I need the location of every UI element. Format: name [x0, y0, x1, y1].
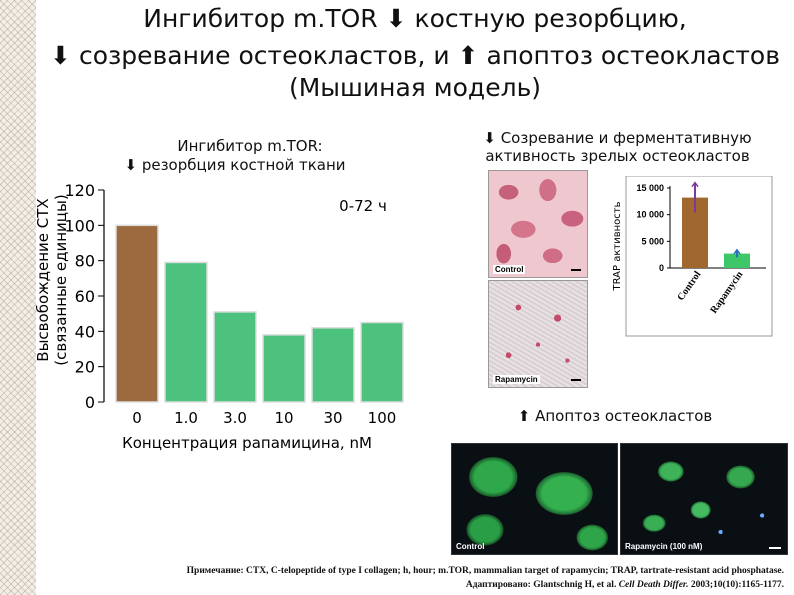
trap-y-tick-label: 15 000 — [636, 183, 664, 193]
fluorescence-control-photo: Control — [451, 443, 618, 555]
footnote-journal: Cell Death Differ. — [618, 580, 689, 590]
down-arrow-icon: ⬇ — [50, 41, 71, 70]
y-tick-label: 100 — [64, 216, 95, 235]
error-bar-cap — [691, 181, 699, 188]
down-arrow-icon: ⬇ — [124, 156, 138, 174]
bar-3.0 — [213, 311, 257, 403]
slide-title-line2: ⬇ созревание остеокластов, и ⬆ апоптоз о… — [36, 41, 794, 71]
footnote-line1: Примечание: CTX, C-telopeptide of type I… — [186, 566, 784, 576]
title-line1-text-b: костную резорбцию, — [414, 4, 687, 33]
apoptosis-heading-text: Апоптоз остеокластов — [535, 407, 713, 425]
down-arrow-icon: ⬇ — [483, 129, 496, 147]
fluorescence-rapamycin-photo: Rapamycin (100 nM) — [620, 443, 788, 555]
x-tick-label: 0 — [132, 409, 142, 427]
trap-y-tick-label: 5 000 — [641, 236, 664, 246]
footnote-citation: 2003;10(10):1165-1177. — [690, 580, 784, 590]
time-annotation: 0-72 ч — [339, 197, 387, 215]
x-tick-label: 1.0 — [174, 409, 198, 427]
y-tick-label: 0 — [85, 393, 95, 412]
error-bar-cap — [733, 248, 741, 255]
trap-y-tick-label: 10 000 — [636, 210, 664, 220]
apoptosis-heading: ⬆ Апоптоз остеокластов — [470, 406, 760, 426]
x-tick-label: 30 — [323, 409, 342, 427]
bar-10 — [262, 334, 306, 403]
left-panel-heading2: ⬇ резорбция костной ткани — [105, 155, 365, 175]
scale-bar — [571, 269, 581, 271]
trap-bar-rapamycin — [724, 253, 750, 268]
x-tick-label: 100 — [368, 409, 397, 427]
right-panel-heading2: активность зрелых остеокластов — [485, 147, 750, 165]
y-tick-label: 40 — [75, 322, 95, 341]
trap-y-axis-label: TRAP активность — [612, 201, 623, 291]
right-panel-heading1: ⬇ Созревание и ферментативную — [450, 128, 785, 148]
y-tick-label: 80 — [75, 252, 95, 271]
histology-rapamycin-photo: Rapamycin — [488, 280, 588, 388]
y-tick-label: 120 — [64, 181, 95, 200]
slide-title-line3: (Мышиная модель) — [288, 73, 542, 102]
x-tick-label: 10 — [274, 409, 293, 427]
bar-100 — [360, 321, 404, 403]
title-line1-text-a: Ингибитор m.TOR — [143, 4, 378, 33]
histology-control-photo: Control — [488, 170, 588, 278]
fluo-label-control: Control — [456, 542, 485, 551]
bar-1.0 — [164, 261, 208, 403]
trap-y-tick-label: 0 — [659, 263, 664, 273]
fluo-label-rapamycin: Rapamycin (100 nM) — [625, 542, 703, 551]
side-decoration — [0, 0, 36, 595]
y-axis-label-line1: Высвобождение СТХ — [36, 198, 52, 361]
y-tick-label: 20 — [75, 358, 95, 377]
footnote-source: Адаптировано: Glantschnig H, et al. — [465, 580, 617, 590]
right-panel-heading1-text: Созревание и ферментативную — [500, 129, 752, 147]
scale-bar — [769, 547, 781, 549]
ctx-release-bar-chart: 0 20 40 60 80 100 120 0 1.0 3.0 10 30 100 Высвобожд… — [36, 181, 404, 452]
x-axis-label: Концентрация рапамицина, nМ — [122, 434, 372, 452]
down-arrow-icon: ⬇ — [385, 4, 407, 33]
slide-title-line1: Ингибитор m.TOR ⬇ костную резорбцию, — [36, 4, 794, 34]
footnote-line2: Адаптировано: Glantschnig H, et al. Cell… — [466, 579, 784, 592]
title-line2-text-b: апоптоз остеокластов — [486, 41, 780, 70]
photo-label-control: Control — [493, 265, 526, 274]
y-axis-label-line2: (связанные единицы) — [52, 194, 70, 365]
up-arrow-icon: ⬆ — [517, 407, 531, 425]
bar-30 — [311, 327, 355, 403]
left-panel-heading1: Ингибитор m.TOR: — [177, 137, 323, 155]
up-arrow-icon: ⬆ — [457, 41, 479, 70]
photo-label-rapamycin: Rapamycin — [493, 375, 540, 384]
left-panel-heading2-text: резорбция костной ткани — [141, 156, 346, 174]
title-line2-text-a: созревание остеокластов, и — [78, 41, 450, 70]
x-tick-label: 3.0 — [223, 409, 247, 427]
scale-bar — [571, 379, 581, 381]
bar-0 — [115, 224, 159, 403]
y-tick-label: 60 — [75, 287, 95, 306]
